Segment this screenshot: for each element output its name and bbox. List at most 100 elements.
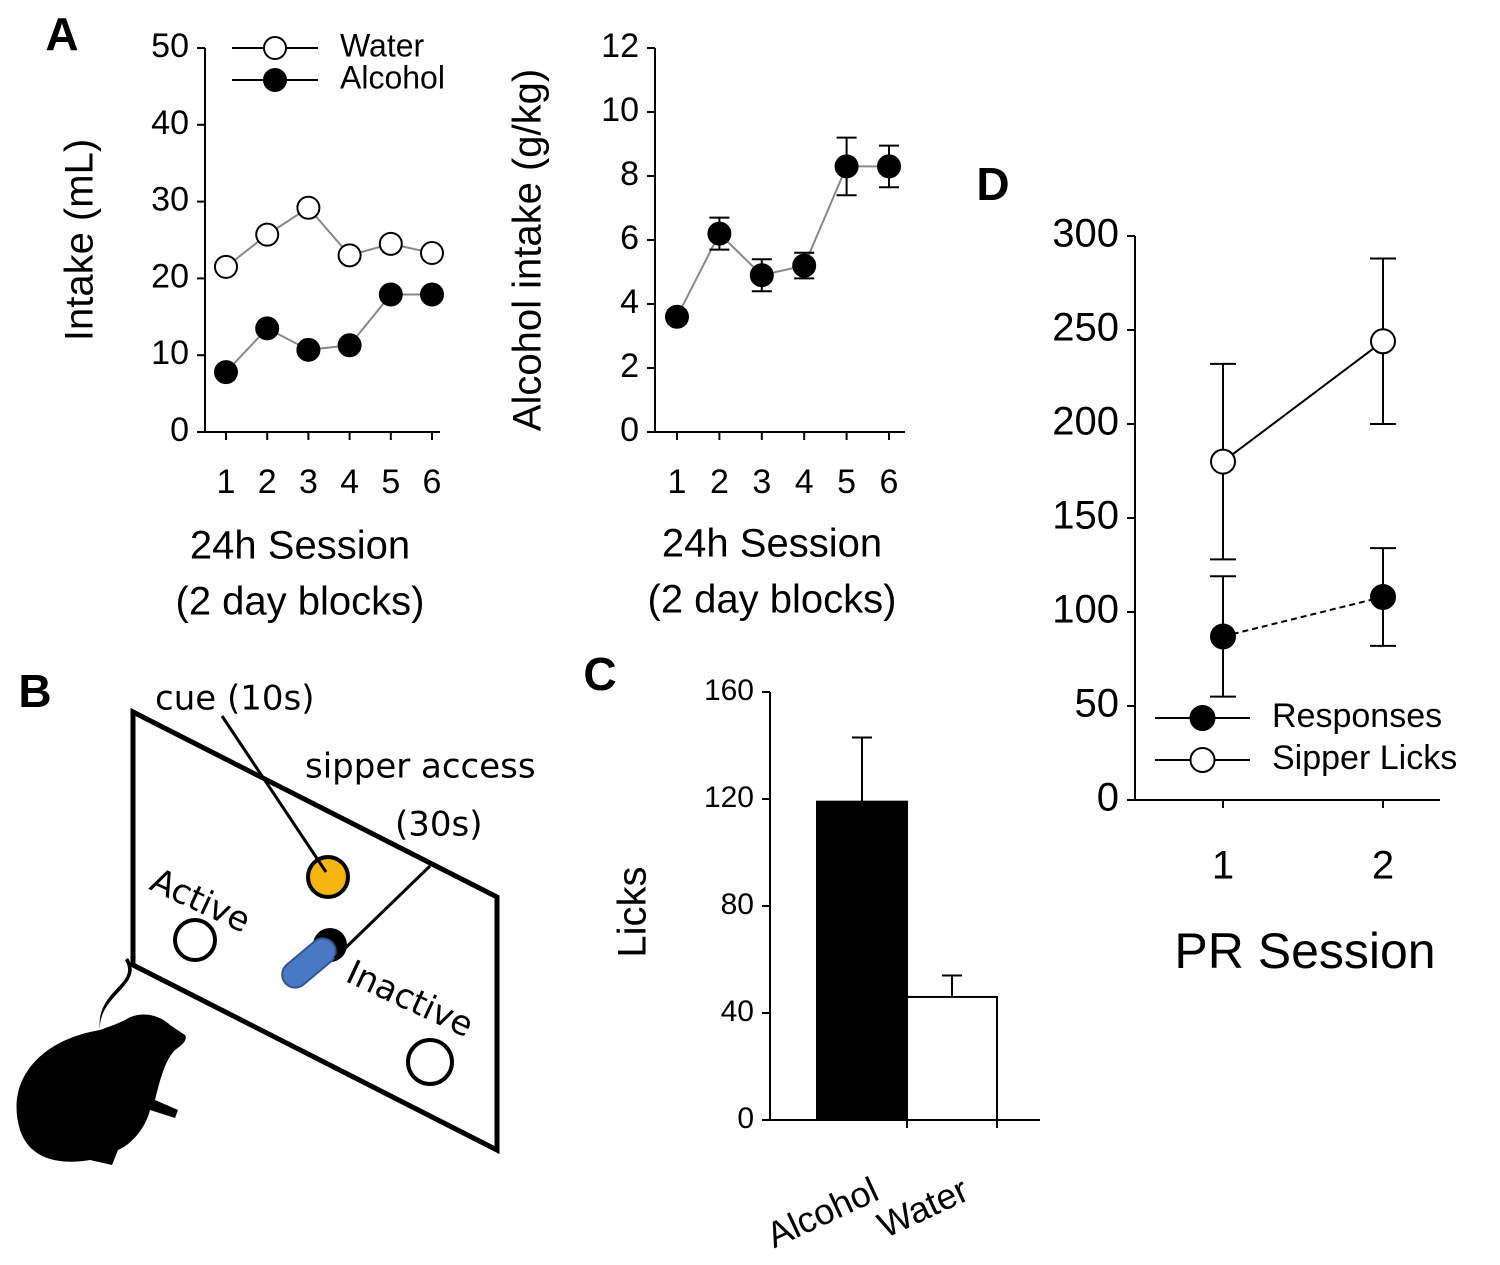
x-tick-label: 4 [340, 463, 359, 501]
y-tick-label: 6 [620, 219, 639, 257]
x-tick-label: 6 [880, 463, 899, 501]
legend-label: Responses [1272, 697, 1442, 735]
y-tick-label: 250 [1052, 306, 1119, 350]
data-point [378, 282, 403, 307]
data-point [214, 360, 238, 385]
x-tick-label: 1 [1212, 844, 1234, 888]
legend-label: Water [340, 27, 425, 63]
data-point [665, 304, 689, 329]
y-axis-label: Alcohol intake (g/kg) [506, 69, 550, 431]
y-tick-label: 160 [704, 674, 754, 707]
inactive-label: Inactive [340, 953, 479, 1046]
x-tick-label: Water [871, 1169, 974, 1246]
data-point [296, 337, 321, 362]
x-tick-label: 4 [795, 463, 814, 501]
y-tick-label: 4 [620, 283, 639, 321]
series-line [1222, 595, 1384, 638]
sipper [281, 937, 337, 989]
data-point [337, 333, 362, 358]
y-tick-label: 40 [151, 104, 189, 142]
data-point [792, 253, 817, 278]
sipper-time: (30s) [395, 805, 483, 845]
x-tick-label: 2 [258, 463, 277, 501]
legend-label: Sipper Licks [1272, 739, 1457, 777]
x-tick-label: 2 [1372, 844, 1394, 888]
data-point [877, 154, 901, 179]
x-axis-label: (2 day blocks) [648, 578, 897, 622]
y-tick-label: 8 [620, 155, 639, 193]
x-tick-label: Alcohol [760, 1169, 884, 1256]
panel-box [130, 707, 500, 1155]
y-tick-label: 120 [704, 781, 754, 814]
x-tick-label: 5 [381, 463, 400, 501]
legend-label: Alcohol [340, 59, 445, 95]
y-tick-label: 30 [151, 181, 189, 219]
data-point [834, 154, 859, 179]
y-tick-label: 0 [620, 411, 639, 449]
data-point [420, 282, 444, 307]
y-tick-label: 10 [601, 91, 639, 129]
y-tick-label: 50 [1075, 682, 1120, 726]
x-tick-label: 1 [217, 463, 236, 501]
y-axis-label: Intake (mL) [58, 139, 102, 341]
y-tick-label: 20 [151, 257, 189, 295]
bar [906, 995, 998, 1122]
x-tick-label: 3 [299, 463, 318, 501]
y-tick-label: 300 [1052, 212, 1119, 256]
data-point [337, 243, 362, 268]
legend-marker [1189, 747, 1216, 773]
error-bar [942, 974, 962, 997]
y-tick-label: 12 [601, 27, 639, 65]
data-point [1210, 623, 1236, 650]
y-tick-label: 50 [151, 27, 189, 65]
data-point [255, 222, 280, 247]
data-point [296, 195, 321, 220]
x-tick-label: 2 [710, 463, 729, 501]
y-tick-label: 10 [151, 334, 189, 372]
data-point [1370, 328, 1396, 355]
y-tick-label: 150 [1052, 494, 1119, 538]
active-lever [173, 918, 217, 962]
legend-marker [1189, 705, 1216, 731]
panel-label: C [583, 648, 616, 700]
bar [816, 800, 908, 1121]
panel-label: D [976, 158, 1009, 210]
operant-diagram: cue (10s) sipper access (30s) Active Ina… [16, 679, 536, 1165]
x-tick-label: 5 [837, 463, 856, 501]
data-point [1370, 583, 1396, 610]
y-tick-label: 100 [1052, 588, 1119, 632]
x-axis-label: 24h Session [190, 524, 410, 568]
data-point [1210, 448, 1236, 475]
x-tick-label: 6 [423, 463, 442, 501]
pointer [220, 715, 328, 873]
data-point [749, 263, 774, 288]
rat [16, 958, 186, 1165]
panel-label: B [18, 665, 51, 717]
x-axis-label: 24h Session [662, 522, 882, 566]
series-line [676, 165, 889, 318]
legend-marker [263, 68, 287, 92]
inactive-lever [406, 1038, 454, 1086]
sipper-label: sipper access [305, 747, 536, 787]
pointer [333, 864, 432, 960]
cue-light [306, 855, 350, 899]
data-point [255, 316, 280, 341]
y-tick-label: 0 [737, 1102, 754, 1135]
data-point [707, 221, 732, 246]
error-bar [852, 736, 872, 802]
y-tick-label: 0 [1097, 776, 1119, 820]
y-tick-label: 2 [620, 347, 639, 385]
x-axis-label: PR Session [1174, 923, 1435, 979]
x-tick-label: 3 [752, 463, 771, 501]
data-point [420, 241, 444, 266]
x-tick-label: 1 [668, 463, 687, 501]
y-axis-label: Licks [611, 866, 655, 957]
data-point [378, 231, 403, 256]
y-tick-label: 40 [721, 995, 754, 1028]
series-line [1222, 340, 1384, 463]
y-tick-label: 0 [170, 411, 189, 449]
data-point [214, 254, 238, 279]
legend-marker [263, 36, 287, 60]
y-tick-label: 80 [721, 888, 754, 921]
